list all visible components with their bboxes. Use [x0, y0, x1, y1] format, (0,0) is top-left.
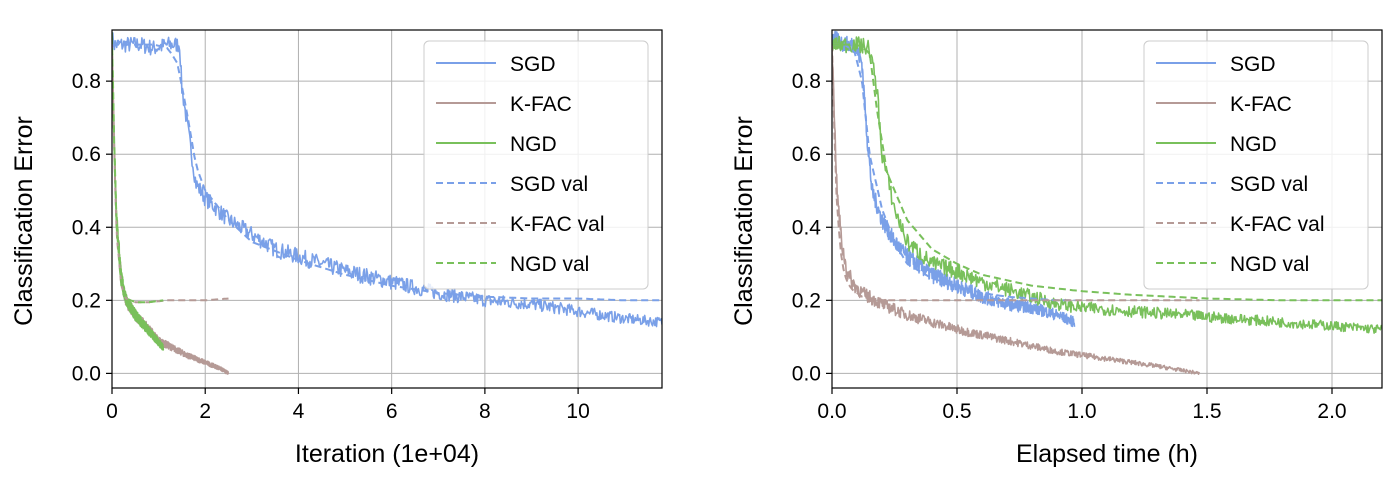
- y-tick-label: 0.0: [792, 362, 821, 385]
- series-line-k-fac-val: [112, 44, 229, 304]
- legend-label: SGD val: [510, 173, 588, 196]
- legend-label: NGD val: [510, 253, 589, 276]
- legend: SGD K-FAC NGD SGD val K-FAC val NGD val: [1143, 40, 1369, 290]
- x-axis-label: Iteration (1e+04): [295, 440, 479, 468]
- y-tick-label: 0.2: [72, 289, 101, 312]
- x-tick-label: 0: [106, 400, 118, 423]
- series-line-sgd: [832, 30, 1076, 328]
- legend-label: K-FAC val: [1230, 213, 1325, 236]
- series-line-k-fac: [112, 41, 230, 375]
- plot-frame: [111, 29, 663, 389]
- y-tick-label: 0.2: [792, 289, 821, 312]
- legend-label: NGD val: [1230, 253, 1309, 276]
- x-tick-label: 2: [199, 400, 211, 423]
- y-tick-label: 0.6: [72, 143, 101, 166]
- series-line-k-fac-val: [832, 44, 1200, 302]
- x-tick-label: 4: [293, 400, 305, 423]
- y-axis-label: Classification Error: [10, 116, 38, 326]
- x-tick-label: 8: [479, 400, 491, 423]
- legend-label: K-FAC: [1230, 93, 1292, 116]
- y-tick-label: 0.8: [792, 70, 821, 93]
- legend-label: NGD: [510, 133, 557, 156]
- x-tick-label: 2.0: [1317, 400, 1346, 423]
- legend-label: SGD: [510, 53, 556, 76]
- y-tick-label: 0.4: [72, 216, 102, 239]
- y-tick-label: 0.4: [792, 216, 822, 239]
- x-axis-label: Elapsed time (h): [1016, 440, 1198, 468]
- y-tick-label: 0.6: [792, 143, 821, 166]
- x-tick-label: 1.0: [1067, 400, 1096, 423]
- series-line-sgd-val: [112, 43, 662, 302]
- series-line-ngd: [832, 35, 1382, 334]
- y-axis-label: Classification Error: [730, 116, 758, 326]
- series-line-ngd-val: [112, 37, 164, 304]
- x-tick-label: 6: [386, 400, 398, 423]
- chart-panel-2: 0.0 0.5 1.0 1.5 2.0 0.0 0.2 0.4 0.6 0.8 Elapsed ti…: [730, 29, 1383, 468]
- series-line-k-fac: [832, 50, 1201, 375]
- series-line-sgd: [112, 32, 662, 328]
- legend-label: K-FAC val: [510, 213, 605, 236]
- y-tick-label: 0.8: [72, 70, 101, 93]
- series-line-ngd-val: [832, 43, 1382, 302]
- legend-box: [1143, 40, 1369, 290]
- series-line-sgd-val: [832, 43, 1075, 302]
- legend-label: NGD: [1230, 133, 1277, 156]
- plot-frame: [831, 29, 1383, 389]
- chart-panel-1: 0 2 4 6 8 10 0.0 0.2 0.4 0.6 0.8 Iteration (1e+04) C…: [10, 29, 663, 468]
- legend: SGD K-FAC NGD SGD val K-FAC val NGD val: [423, 40, 649, 290]
- legend-label: SGD val: [1230, 173, 1308, 196]
- y-tick-label: 0.0: [72, 362, 101, 385]
- legend-box: [423, 40, 649, 290]
- x-tick-label: 0.5: [942, 400, 971, 423]
- legend-label: SGD: [1230, 53, 1276, 76]
- legend-label: K-FAC: [510, 93, 572, 116]
- x-tick-label: 1.5: [1192, 400, 1221, 423]
- x-tick-label: 0.0: [817, 400, 846, 423]
- x-tick-label: 10: [566, 400, 589, 423]
